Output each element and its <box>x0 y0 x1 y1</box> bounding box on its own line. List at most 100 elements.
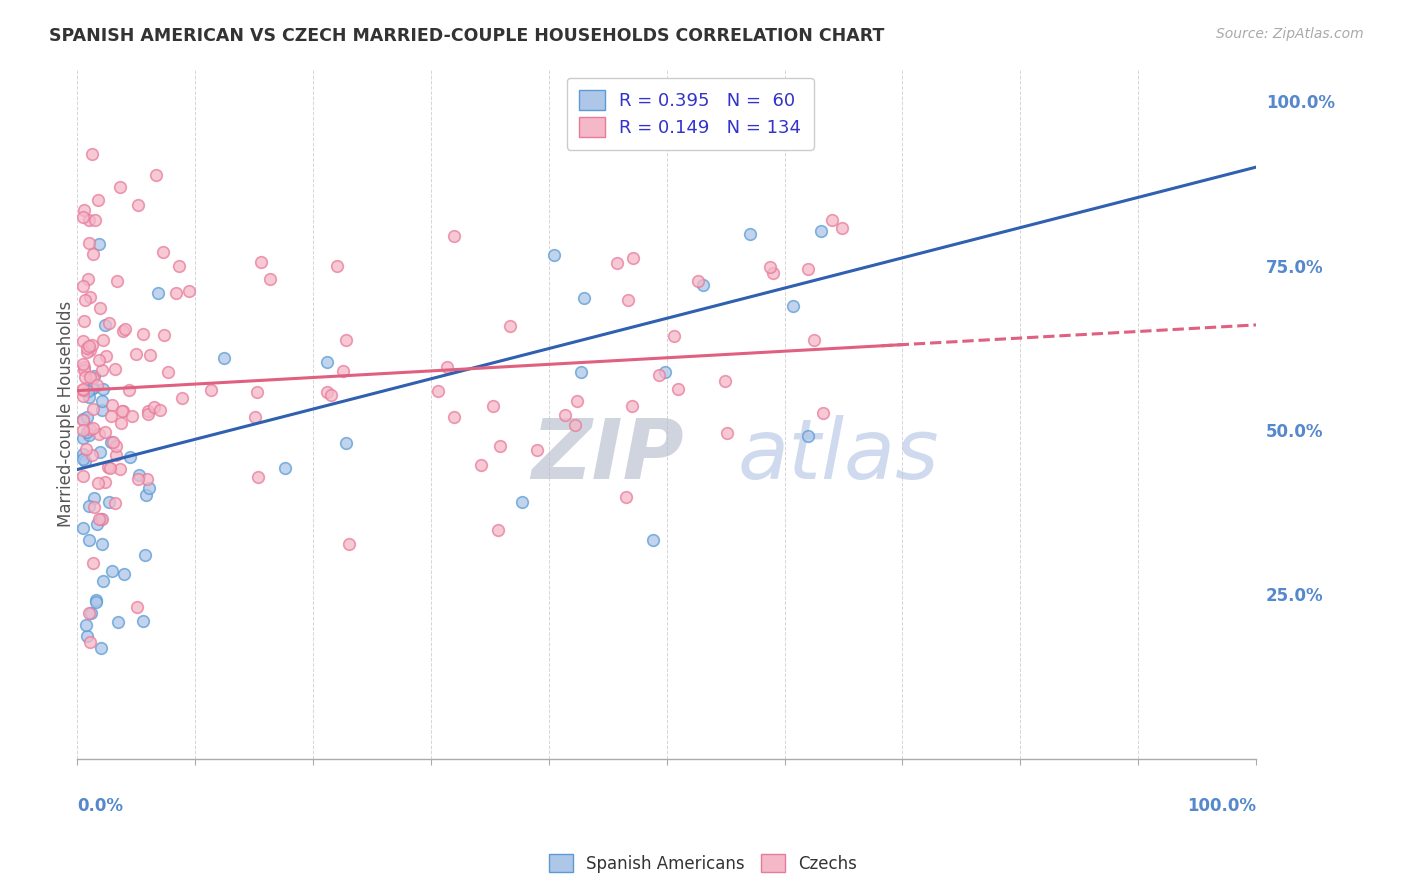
Y-axis label: Married-couple Households: Married-couple Households <box>58 301 75 527</box>
Point <box>72 384 94 398</box>
Point <box>72 447 94 461</box>
Point <box>82 381 104 395</box>
Point <box>662 328 685 343</box>
Point <box>335 333 357 347</box>
Point <box>797 428 820 442</box>
Point <box>111 324 134 338</box>
Point <box>177 284 200 298</box>
Point <box>112 566 135 581</box>
Point <box>86 516 108 531</box>
Text: 100.0%: 100.0% <box>1187 797 1256 814</box>
Point <box>124 347 146 361</box>
Point <box>620 399 643 413</box>
Point <box>121 409 143 423</box>
Point <box>73 293 96 307</box>
Point <box>79 390 101 404</box>
Point <box>89 301 111 315</box>
Point <box>80 381 103 395</box>
Text: SPANISH AMERICAN VS CZECH MARRIED-COUPLE HOUSEHOLDS CORRELATION CHART: SPANISH AMERICAN VS CZECH MARRIED-COUPLE… <box>49 27 884 45</box>
Point <box>273 461 295 475</box>
Point <box>112 404 135 418</box>
Point <box>72 278 94 293</box>
Point <box>110 416 132 430</box>
Point <box>107 615 129 629</box>
Point <box>152 245 174 260</box>
Point <box>127 198 149 212</box>
Point <box>82 420 104 434</box>
Point <box>212 351 235 365</box>
Point <box>564 417 586 432</box>
Point <box>127 472 149 486</box>
Point <box>82 402 104 417</box>
Point <box>90 403 112 417</box>
Point <box>82 370 104 384</box>
Point <box>75 442 97 457</box>
Point <box>481 400 503 414</box>
Point <box>82 247 104 261</box>
Point <box>762 266 785 280</box>
Point <box>101 564 124 578</box>
Point <box>72 413 94 427</box>
Point <box>98 461 121 475</box>
Point <box>80 606 103 620</box>
Point <box>97 316 120 330</box>
Point <box>326 260 349 274</box>
Legend: R = 0.395   N =  60, R = 0.149   N = 134: R = 0.395 N = 60, R = 0.149 N = 134 <box>567 78 814 150</box>
Point <box>246 385 269 400</box>
Point <box>91 334 114 348</box>
Point <box>831 220 853 235</box>
Point <box>108 179 131 194</box>
Point <box>87 193 110 207</box>
Point <box>118 450 141 465</box>
Point <box>100 409 122 424</box>
Point <box>77 339 100 353</box>
Point <box>79 212 101 227</box>
Point <box>86 377 108 392</box>
Point <box>136 407 159 421</box>
Point <box>643 533 665 548</box>
Point <box>72 211 94 225</box>
Point <box>821 212 844 227</box>
Point <box>100 434 122 449</box>
Point <box>77 607 100 621</box>
Point <box>714 374 737 388</box>
Point <box>315 385 337 400</box>
Point <box>692 278 714 293</box>
Point <box>94 318 117 333</box>
Point <box>90 640 112 655</box>
Point <box>72 314 94 328</box>
Point <box>82 556 104 570</box>
Point <box>73 202 96 217</box>
Point <box>83 212 105 227</box>
Point <box>76 345 98 359</box>
Point <box>101 434 124 449</box>
Point <box>143 401 166 415</box>
Point <box>614 490 637 504</box>
Point <box>654 365 676 379</box>
Point <box>72 382 94 396</box>
Point <box>111 404 134 418</box>
Point <box>572 292 595 306</box>
Text: 0.0%: 0.0% <box>77 797 124 814</box>
Point <box>72 521 94 535</box>
Point <box>427 384 450 399</box>
Point <box>105 449 128 463</box>
Point <box>782 299 804 313</box>
Point <box>72 389 94 403</box>
Point <box>510 494 533 508</box>
Point <box>79 499 101 513</box>
Point <box>84 595 107 609</box>
Point <box>79 290 101 304</box>
Point <box>94 425 117 439</box>
Point <box>75 617 97 632</box>
Point <box>91 382 114 396</box>
Point <box>77 427 100 442</box>
Point <box>72 411 94 425</box>
Point <box>83 368 105 383</box>
Point <box>200 383 222 397</box>
Point <box>134 548 156 562</box>
Point <box>139 348 162 362</box>
Point <box>554 408 576 422</box>
Point <box>108 462 131 476</box>
Point <box>89 352 111 367</box>
